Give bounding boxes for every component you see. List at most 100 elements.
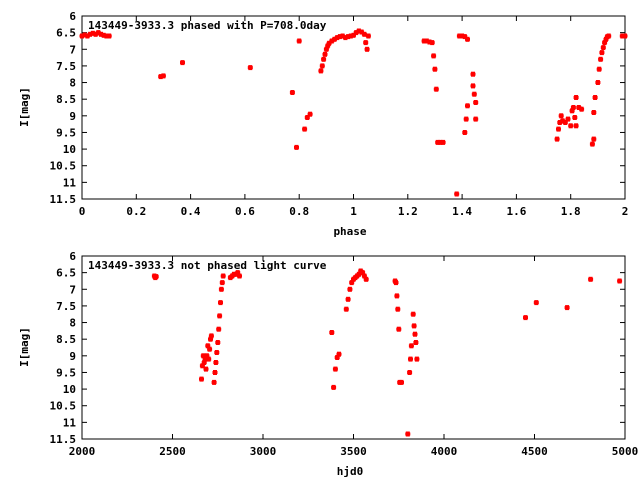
data-point [523,315,528,321]
data-point [82,32,88,38]
data-point [331,384,337,390]
data-point [569,108,575,114]
data-point [431,53,437,59]
data-point [427,39,432,45]
data-point [603,36,609,42]
y-tick-label: 7.5 [56,60,76,73]
data-point [413,340,419,345]
x-tick-label: 0.8 [289,205,309,218]
data-point [208,333,214,339]
data-point [337,34,343,40]
data-point [93,31,99,37]
x-axis-label: hjd0 [337,465,364,478]
data-point [334,355,340,360]
y-tick-label: 11 [63,416,77,429]
y-tick-label: 7.5 [56,300,76,313]
data-point [220,273,226,279]
y-tick-label: 11.5 [50,193,77,206]
data-point [106,33,112,39]
data-point [219,280,225,286]
data-point [361,31,367,37]
data-point [356,28,362,34]
data-point [215,340,221,345]
data-points [79,28,628,197]
x-tick-label: 0.6 [235,205,255,218]
x-tick-label: 4500 [521,445,548,458]
data-point [471,91,477,97]
data-point [79,33,85,39]
data-point [202,356,208,362]
data-point [351,32,356,38]
data-point [364,46,370,52]
y-tick-label: 8 [69,77,76,90]
data-point [396,326,402,332]
data-point [359,29,365,35]
data-point [454,191,460,197]
data-point [408,356,413,362]
data-point [576,105,582,110]
data-point [465,36,470,42]
data-point [405,431,411,437]
data-point [599,50,605,56]
data-point [336,351,342,357]
data-point [465,103,470,109]
data-point [596,66,602,72]
y-axis-ticks: 6 6.5 7 7.5 8 8.5 9 9.5 10 10.5 11 11.5 [50,10,625,206]
data-point [579,106,585,112]
data-point [103,33,109,39]
data-point [462,130,468,135]
y-tick-label: 10.5 [50,400,77,413]
data-point [365,33,371,39]
data-point [332,366,338,372]
data-point [307,111,313,117]
data-point [533,300,539,306]
data-point [214,350,220,355]
data-point [84,33,90,39]
data-point [600,45,606,51]
data-point [592,95,598,100]
data-point [470,83,476,89]
data-point [318,68,324,74]
data-point [216,326,222,332]
data-point [204,353,210,359]
data-point [218,300,223,306]
data-point [554,136,560,142]
data-point [410,311,416,317]
x-tick-label: 1.4 [452,205,472,218]
data-point [213,360,219,365]
data-point [205,343,211,349]
data-point [199,363,205,369]
y-tick-label: 10 [63,383,76,396]
data-point [591,136,597,142]
y-tick-label: 6.5 [56,27,76,40]
data-point [321,56,327,62]
data-point [334,35,340,41]
plot-frame [81,15,626,200]
data-point [606,33,612,39]
data-point [206,356,212,362]
data-point [394,293,400,299]
data-point [180,60,185,66]
y-tick-label: 11 [63,176,77,189]
data-point [591,110,597,115]
data-point [429,40,435,46]
data-point [602,40,608,46]
data-point [296,38,302,44]
data-point [153,274,159,280]
y-tick-label: 9.5 [56,366,76,379]
data-point [470,71,476,77]
y-tick-label: 10.5 [50,160,77,173]
data-point [356,271,362,277]
data-point [158,74,164,80]
x-axis-ticks: 2000 2500 3000 3500 4000 4500 5000 [69,256,638,458]
data-point [617,278,623,284]
data-point [326,40,332,46]
data-point [345,34,351,40]
x-tick-label: 1.8 [561,205,581,218]
data-point [408,343,414,349]
data-point [363,276,369,282]
data-point [573,123,579,129]
data-point [589,141,595,147]
data-point [462,34,468,40]
